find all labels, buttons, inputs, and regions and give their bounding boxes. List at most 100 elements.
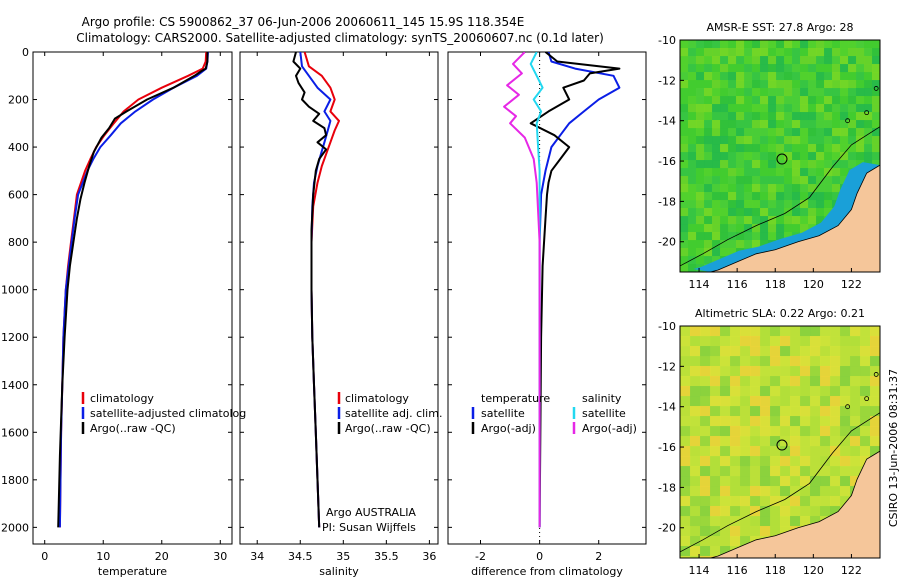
field-cell	[816, 128, 825, 137]
field-cell	[728, 88, 737, 97]
field-cell	[744, 88, 753, 97]
field-cell	[820, 506, 831, 517]
field-cell	[856, 72, 865, 81]
field-cell	[770, 436, 781, 447]
x-tick-label: 0	[536, 550, 543, 563]
field-cell	[750, 326, 761, 337]
field-cell	[680, 120, 689, 129]
field-cell	[850, 406, 861, 417]
field-cell	[824, 40, 833, 49]
field-cell	[720, 232, 729, 241]
field-cell	[808, 48, 817, 57]
field-cell	[830, 406, 841, 417]
field-cell	[680, 446, 691, 457]
field-cell	[712, 200, 721, 209]
field-cell	[720, 80, 729, 89]
field-cell	[712, 72, 721, 81]
field-cell	[780, 476, 791, 487]
field-cell	[848, 136, 857, 145]
difference-panel: -2 0 2 difference from climatology	[447, 51, 647, 578]
field-cell	[736, 192, 745, 201]
field-cell	[850, 376, 861, 387]
field-cell	[840, 136, 849, 145]
field-cell	[710, 356, 721, 367]
field-cell	[680, 406, 691, 417]
field-cell	[790, 416, 801, 427]
field-cell	[744, 176, 753, 185]
field-cell	[800, 416, 811, 427]
field-cell	[800, 326, 811, 337]
field-cell	[848, 104, 857, 113]
field-cell	[870, 446, 880, 457]
field-cell	[800, 176, 809, 185]
field-cell	[860, 416, 871, 427]
field-cell	[704, 184, 713, 193]
field-cell	[850, 356, 861, 367]
field-cell	[760, 446, 771, 457]
field-cell	[704, 192, 713, 201]
field-cell	[700, 496, 711, 507]
field-cell	[864, 72, 873, 81]
x-tick-label: 35	[336, 550, 350, 563]
field-cell	[808, 88, 817, 97]
field-cell	[830, 506, 841, 517]
field-cell	[776, 96, 785, 105]
field-cell	[750, 366, 761, 377]
field-cell	[760, 104, 769, 113]
field-cell	[784, 232, 793, 241]
field-cell	[780, 376, 791, 387]
field-cell	[728, 72, 737, 81]
field-cell	[824, 192, 833, 201]
x-tick-label: 116	[727, 564, 748, 577]
field-cell	[808, 192, 817, 201]
field-cell	[728, 160, 737, 169]
series-group	[503, 52, 621, 528]
field-cell	[760, 240, 769, 249]
field-cell	[760, 144, 769, 153]
field-cell	[872, 40, 880, 49]
field-cell	[870, 396, 880, 407]
field-cell	[728, 152, 737, 161]
field-cell	[856, 88, 865, 97]
field-cell	[712, 104, 721, 113]
field-cell	[730, 506, 741, 517]
field-cell	[720, 168, 729, 177]
field-cell	[832, 160, 841, 169]
y-tick-label: 0	[22, 46, 29, 59]
field-cell	[752, 112, 761, 121]
field-cell	[680, 556, 691, 558]
field-cell	[680, 356, 691, 367]
field-cell	[860, 376, 871, 387]
field-cell	[710, 536, 721, 547]
field-cell	[824, 120, 833, 129]
field-cell	[790, 446, 801, 457]
field-cell	[830, 466, 841, 477]
field-cell	[690, 476, 701, 487]
field-cell	[744, 48, 753, 57]
field-cell	[850, 476, 861, 487]
field-cell	[680, 96, 689, 105]
field-cell	[710, 456, 721, 467]
float-pi-label: PI: Susan Wijffels	[322, 521, 416, 534]
field-cell	[740, 426, 751, 437]
field-cell	[820, 446, 831, 457]
field-cell	[816, 200, 825, 209]
field-cell	[860, 426, 871, 437]
field-cell	[840, 40, 849, 49]
field-cell	[688, 184, 697, 193]
field-cell	[688, 128, 697, 137]
field-cell	[730, 476, 741, 487]
field-cell	[690, 426, 701, 437]
field-cell	[800, 200, 809, 209]
field-cell	[700, 546, 711, 557]
field-cell	[712, 40, 721, 49]
field-cell	[710, 346, 721, 357]
field-cell	[770, 466, 781, 477]
field-cell	[680, 506, 691, 517]
x-tick-label: 114	[689, 278, 710, 291]
field-cell	[688, 208, 697, 217]
field-cell	[690, 506, 701, 517]
field-cell	[790, 456, 801, 467]
field-cell	[808, 112, 817, 121]
field-cell	[752, 120, 761, 129]
